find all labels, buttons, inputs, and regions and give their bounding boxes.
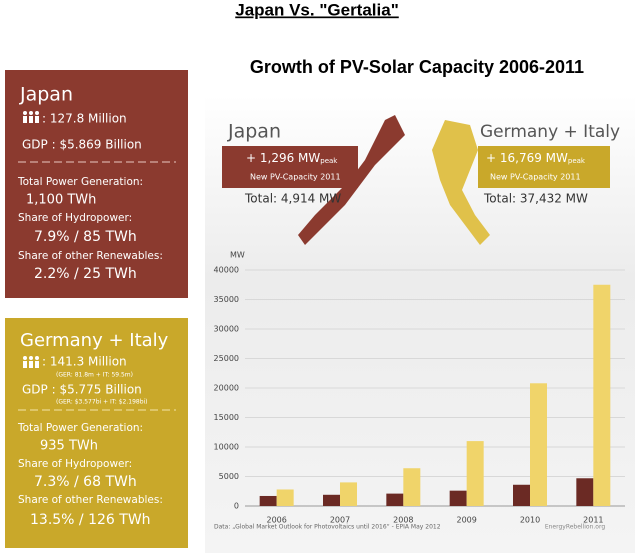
bar [403,468,421,506]
people-icon [23,356,39,368]
bar [449,490,467,506]
text: peak [320,157,338,165]
bar [576,478,594,506]
source: Data: „Global Market Outlook for Photovo… [214,524,441,531]
x-tick-label: 2006 [266,516,286,525]
y-tick-label: 0 [234,502,239,511]
japan-box [5,70,188,298]
y-tick-label: 5000 [219,472,239,481]
germany-gdp: GDP : $5.775 Billion [22,383,142,397]
y-tick-label: 35000 [214,295,239,304]
germany-population: : 141.3 Million [42,355,127,369]
y-tick-label: 30000 [214,325,239,334]
y-tick-label: 25000 [214,354,239,363]
value: 1,100 TWh [26,193,96,208]
japan-gdp: GDP : $5.869 Billion [22,138,142,152]
germany-new: + 16,769 MWpeak [486,151,586,166]
bar [386,493,404,506]
japan-population: : 127.8 Million [42,112,127,126]
y-tick-label: 20000 [214,384,239,393]
x-tick-label: 2011 [583,516,603,525]
bar [323,494,340,506]
people-icon [23,111,39,123]
bar [340,482,357,506]
germany-label-box [478,146,610,188]
panel-japan-name: Japan [227,121,281,143]
y-tick-label: 40000 [214,266,239,275]
y-tick-label: 15000 [214,413,239,422]
note: (GER: 81.8m + IT: 59.5m) [56,372,133,379]
japan-label-box [222,146,358,188]
label: Share of Hydropower: [18,212,132,224]
panel-germany-name: Germany + Italy [480,122,620,142]
credit: EnergyRebellion.org [545,524,606,531]
japan-new-label: New PV-Capacity 2011 [250,173,341,182]
bar [513,484,530,506]
text: + 1,296 MW [246,151,320,165]
bar [276,489,294,506]
x-tick-label: 2008 [393,516,413,525]
x-tick-label: 2009 [456,516,476,525]
page-title: Japan Vs. "Gertalia" [235,0,399,19]
label: Total Power Generation: [17,422,143,434]
subtitle: Growth of PV-Solar Capacity 2006-2011 [250,57,584,77]
bar [593,284,611,506]
label: Share of other Renewables: [18,494,163,506]
label: Share of other Renewables: [18,250,163,262]
x-tick-label: 2010 [520,516,540,525]
bar [466,441,484,506]
value: 2.2% / 25 TWh [34,266,137,282]
germany-name: Germany + Italy [20,330,169,351]
text: peak [568,157,586,165]
japan-total: Total: 4,914 MW [244,192,341,206]
germany-total: Total: 37,432 MW [483,192,588,206]
x-tick-label: 2007 [330,516,350,525]
germany-new-label: New PV-Capacity 2011 [490,173,581,182]
germany-italy-map [432,120,490,245]
japan-name: Japan [19,84,73,106]
value: 935 TWh [40,439,98,454]
bar [530,383,547,506]
japan-new: + 1,296 MWpeak [246,151,338,166]
y-tick-label: 10000 [214,443,239,452]
note: (GER: $3.577bi + IT: $2.198bi) [56,399,148,406]
label: Share of Hydropower: [18,458,132,470]
y-axis-label: MW [230,251,245,260]
label: Total Power Generation: [17,176,143,188]
value: 13.5% / 126 TWh [30,512,151,528]
bar [259,495,277,506]
germany-box [5,318,188,548]
value: 7.9% / 85 TWh [34,229,137,245]
value: 7.3% / 68 TWh [34,474,137,490]
text: + 16,769 MW [486,151,568,165]
chart: MW 0 5000 10000 15000 20000 25000 30000 35000 400… [214,251,625,525]
